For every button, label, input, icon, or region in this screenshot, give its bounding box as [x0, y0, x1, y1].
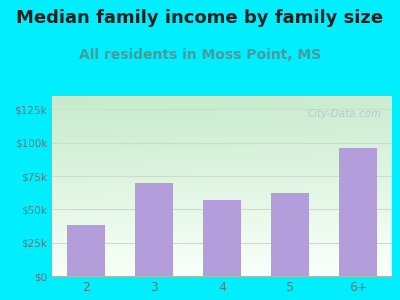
Bar	[203, 200, 241, 276]
Bar	[271, 193, 309, 276]
Text: City-Data.com: City-Data.com	[308, 109, 382, 118]
Bar	[67, 225, 105, 276]
Text: All residents in Moss Point, MS: All residents in Moss Point, MS	[79, 48, 321, 62]
Text: Median family income by family size: Median family income by family size	[16, 9, 384, 27]
Bar	[339, 148, 377, 276]
Bar	[135, 183, 173, 276]
